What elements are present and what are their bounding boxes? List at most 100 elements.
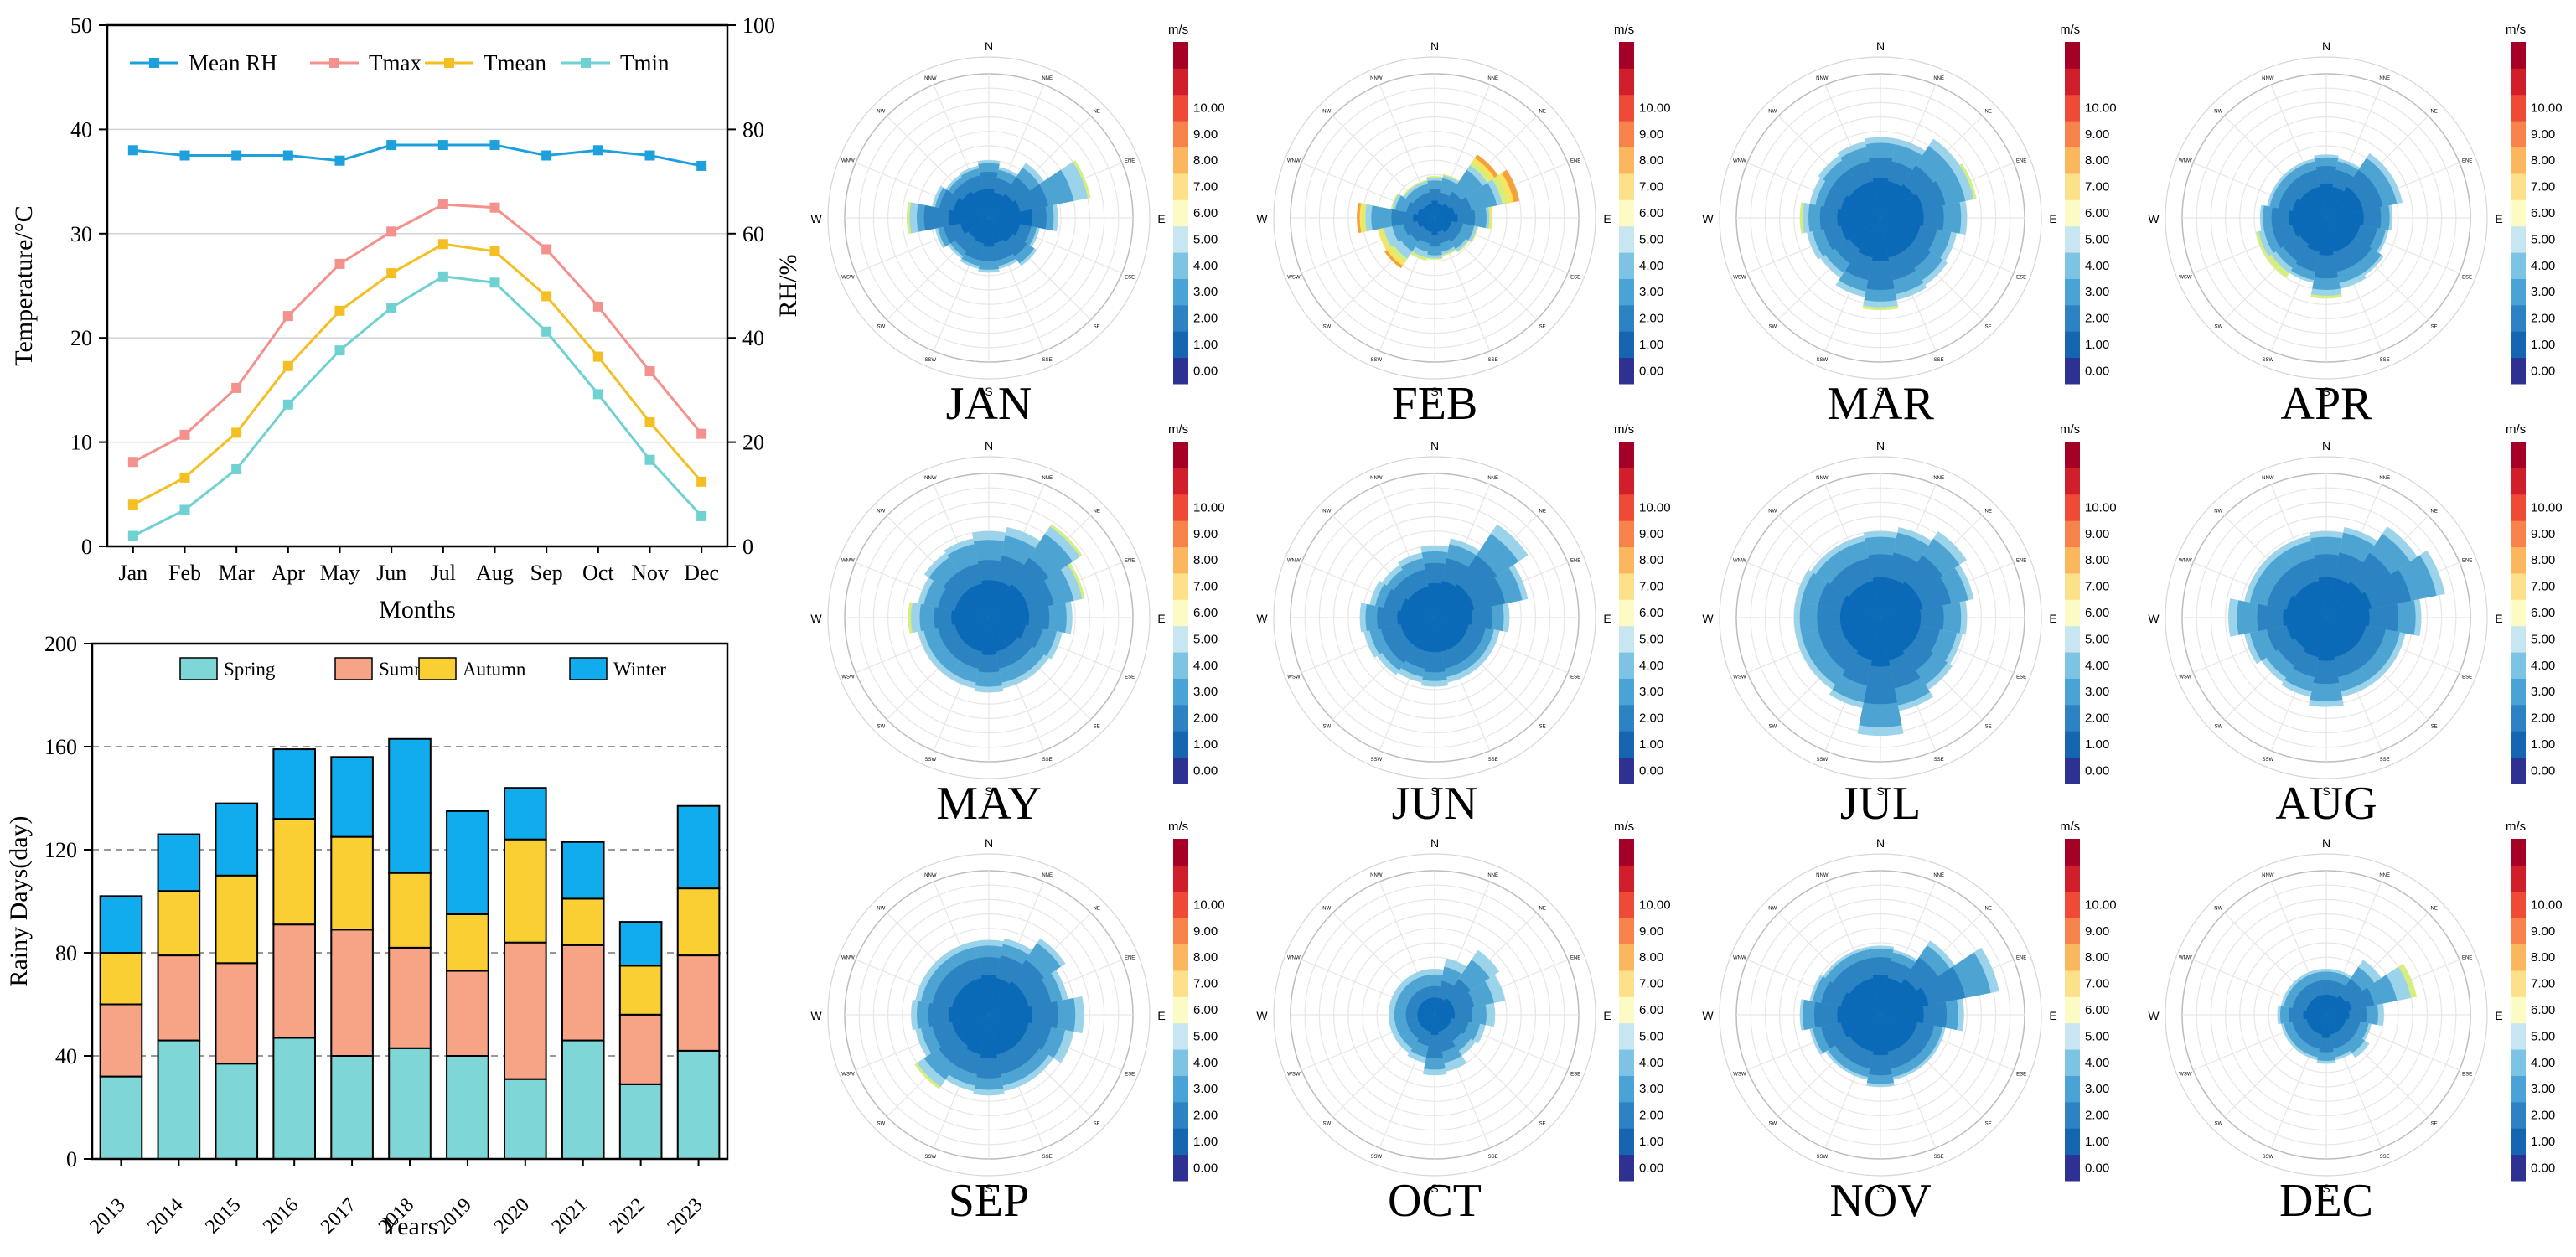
rose-sector (1435, 203, 1450, 218)
direction-label: E (2049, 212, 2056, 225)
direction-label: ENE (1570, 558, 1580, 563)
x-tick-label: Jan (118, 561, 147, 585)
rose-sector (966, 1015, 989, 1055)
colorbar-tick-label: 6.00 (1193, 1003, 1218, 1017)
rose-sector (1413, 213, 1435, 223)
colorbar-segment (1173, 625, 1188, 653)
rose-sector (2309, 1015, 2326, 1032)
direction-label: SE (1985, 725, 1992, 730)
data-point (489, 140, 500, 151)
month-title: OCT (1388, 1175, 1482, 1227)
direction-label: WSW (2179, 675, 2192, 680)
direction-label: NNW (1816, 476, 1829, 481)
direction-label: SW (1322, 325, 1331, 330)
direction-label: NNW (1370, 76, 1383, 81)
colorbar-tick-label: 7.00 (2085, 180, 2109, 194)
bar-segment-winter (272, 748, 316, 820)
rose-sector (1849, 218, 1880, 250)
colorbar-segment (2065, 147, 2080, 174)
colorbar-segment (1173, 94, 1188, 122)
y2-axis-label: RH/% (774, 255, 802, 318)
colorbar-tick-label: 3.00 (2085, 285, 2109, 299)
rose-sector (1840, 195, 1880, 218)
direction-label: NE (1985, 109, 1992, 114)
colorbar-tick-label: 10.00 (2531, 500, 2563, 515)
colorbar-segment (2065, 1128, 2080, 1156)
rose-sector (1417, 1015, 1435, 1025)
colorbar-tick-label: 1.00 (2085, 338, 2109, 352)
colorbar-segment (2511, 678, 2526, 706)
rose-sector (989, 1015, 1029, 1037)
direction-label: SW (1768, 325, 1777, 330)
colorbar-segment (1619, 278, 1634, 306)
direction-label: N (985, 39, 993, 53)
colorbar-segment (1619, 891, 1634, 918)
rose-sector (2299, 191, 2326, 218)
rose-sector (1427, 582, 1442, 618)
x-tick-label: 2013 (85, 1194, 129, 1238)
rose-sector (1430, 218, 1439, 235)
rose-sector (1880, 218, 1903, 258)
colorbar-unit: m/s (2506, 23, 2526, 37)
rose-sector (1880, 618, 1921, 640)
direction-label: N (1876, 439, 1885, 453)
colorbar-segment (2511, 252, 2526, 279)
colorbar-segment (2065, 865, 2080, 892)
colorbar-segment (1619, 1128, 1634, 1156)
colorbar-segment (2511, 996, 2526, 1024)
direction-label: S (1876, 385, 1884, 398)
direction-label: SSW (1371, 358, 1383, 363)
colorbar-tick-label: 9.00 (1193, 527, 1218, 541)
direction-label: SSE (1042, 1155, 1053, 1160)
bar-segment-summer (676, 954, 721, 1052)
direction-label: SW (1768, 1122, 1777, 1127)
colorbar-segment (1173, 1049, 1188, 1076)
colorbar-segment (1619, 572, 1634, 600)
x-tick-label: Mar (219, 561, 256, 585)
direction-label: ESE (2016, 276, 2026, 281)
colorbar-segment (1619, 468, 1634, 495)
direction-label: SE (1094, 725, 1100, 730)
direction-label: NNW (2262, 76, 2274, 81)
rose-sector (989, 618, 1018, 647)
bar-segment-winter (388, 737, 432, 874)
colorbar-tick-label: 0.00 (1193, 364, 1218, 378)
rose-sector (1435, 218, 1450, 233)
rose-sector (957, 983, 989, 1015)
colorbar-tick-label: 5.00 (2085, 1029, 2109, 1043)
colorbar-segment (2511, 839, 2526, 866)
rose-sector (1435, 618, 1464, 647)
colorbar-segment (1173, 173, 1188, 200)
colorbar-segment (2065, 304, 2080, 332)
colorbar-segment (1619, 442, 1634, 468)
series-line-tmean (132, 242, 703, 506)
legend-marker (581, 58, 591, 68)
colorbar-segment (1619, 199, 1634, 227)
direction-label: N (1876, 836, 1885, 850)
data-point (489, 277, 500, 288)
direction-label: NNE (2379, 873, 2390, 878)
rose-sector (1860, 978, 1880, 1015)
colorbar-tick-label: 1.00 (2085, 737, 2109, 752)
rose-sector (974, 218, 989, 244)
rose-label-ring (2165, 456, 2488, 779)
rose-sector (1840, 618, 1880, 640)
direction-label: SSE (1934, 758, 1944, 763)
rose-sector (948, 1006, 989, 1023)
colorbar-segment (2065, 678, 2080, 706)
rose-sector (2304, 618, 2326, 658)
rose-sector (2294, 618, 2326, 649)
colorbar-segment (2511, 944, 2526, 971)
rose-sector (2294, 586, 2326, 618)
rose-sector (2308, 186, 2326, 218)
direction-label: SW (877, 725, 885, 730)
bar-segment-spring (388, 1047, 432, 1161)
colorbar-segment (1619, 865, 1634, 892)
colorbar-segment (1619, 94, 1634, 122)
rose-sector (1872, 974, 1889, 1015)
colorbar-segment (1173, 494, 1188, 521)
direction-label: WNW (2179, 558, 2192, 563)
colorbar-segment (2511, 572, 2526, 600)
colorbar-tick-label: 1.00 (2531, 737, 2555, 752)
colorbar-segment (2065, 599, 2080, 627)
